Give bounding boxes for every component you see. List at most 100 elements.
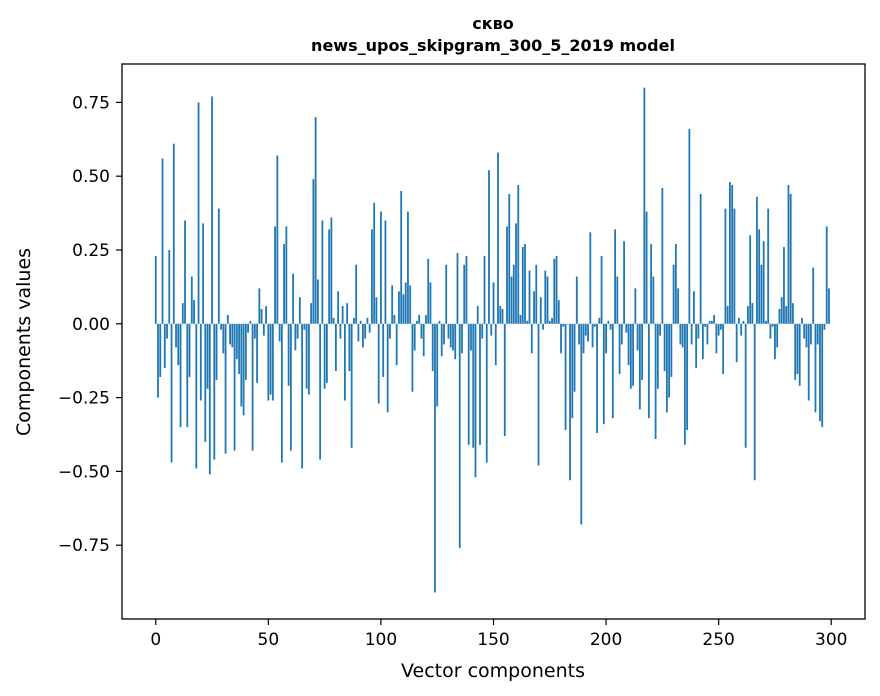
bar xyxy=(733,208,736,324)
bar xyxy=(539,297,542,324)
bar xyxy=(461,323,463,354)
bar xyxy=(377,323,380,404)
bar xyxy=(425,314,427,324)
y-tick-label: −0.75 xyxy=(58,536,110,556)
bar xyxy=(650,244,653,324)
bar xyxy=(812,267,815,324)
bar xyxy=(643,87,646,324)
bar xyxy=(744,323,747,448)
bar xyxy=(560,323,562,354)
bar xyxy=(373,202,376,324)
bar xyxy=(395,323,398,366)
bar xyxy=(735,323,738,363)
bar xyxy=(654,323,657,439)
bar xyxy=(524,244,526,324)
bar xyxy=(726,306,729,324)
bar xyxy=(722,323,725,374)
bar xyxy=(314,117,317,324)
bar xyxy=(602,323,605,425)
bar xyxy=(794,323,797,380)
bar xyxy=(280,323,283,463)
bar xyxy=(611,323,614,419)
bar xyxy=(564,323,567,431)
bar xyxy=(738,317,740,324)
bar xyxy=(222,323,225,354)
bar xyxy=(805,323,808,348)
bars-group xyxy=(154,87,830,593)
bar xyxy=(530,323,533,354)
bar xyxy=(190,276,193,324)
bar xyxy=(494,323,497,366)
bar xyxy=(159,323,162,377)
bar xyxy=(172,143,175,324)
bar xyxy=(542,323,544,330)
x-tick-label: 50 xyxy=(258,630,280,650)
bar xyxy=(767,208,770,324)
bar xyxy=(195,323,198,469)
x-tick-label: 100 xyxy=(365,630,397,650)
bar xyxy=(488,170,490,324)
bar xyxy=(796,323,799,374)
bar xyxy=(294,323,297,351)
bar xyxy=(634,288,637,324)
bar xyxy=(303,323,306,330)
bar xyxy=(607,320,610,324)
bar xyxy=(260,309,263,324)
bar xyxy=(659,323,662,336)
bar xyxy=(575,276,578,324)
bar xyxy=(690,323,693,345)
bar xyxy=(627,323,630,366)
bar xyxy=(697,323,700,339)
bar xyxy=(479,323,481,445)
x-tick-label: 300 xyxy=(815,630,847,650)
y-tick-label: 0.50 xyxy=(72,167,110,187)
bar xyxy=(364,323,367,339)
bar xyxy=(289,323,292,451)
bar xyxy=(605,323,607,354)
bar xyxy=(485,323,488,463)
bar xyxy=(566,323,569,325)
bar xyxy=(285,226,288,324)
bar xyxy=(512,264,515,324)
bar xyxy=(641,323,643,380)
bar xyxy=(292,273,295,324)
bar xyxy=(510,276,513,324)
bar xyxy=(235,323,238,360)
bar xyxy=(339,323,342,339)
bar xyxy=(740,323,743,336)
bar xyxy=(695,323,698,369)
bar xyxy=(231,323,234,348)
bar xyxy=(276,155,279,324)
y-tick-label: 0.25 xyxy=(72,241,110,261)
bar xyxy=(251,323,254,451)
bar xyxy=(756,196,758,324)
bar xyxy=(656,323,659,389)
bar xyxy=(497,152,499,324)
bar xyxy=(215,323,218,380)
bar xyxy=(380,211,382,324)
bar xyxy=(544,270,547,324)
bar xyxy=(305,323,308,389)
bar xyxy=(456,252,459,324)
bar xyxy=(154,255,157,324)
bar xyxy=(440,323,443,357)
bar xyxy=(519,314,522,324)
bar xyxy=(334,323,337,372)
bar xyxy=(470,323,472,351)
bar xyxy=(747,306,749,324)
bar xyxy=(598,317,601,324)
bar xyxy=(332,317,335,324)
bar xyxy=(418,314,421,324)
bar xyxy=(582,323,585,354)
bar xyxy=(701,323,704,360)
x-axis: 0 50 100 150 200 250 300 xyxy=(150,619,847,650)
bar xyxy=(573,323,576,392)
bar xyxy=(265,306,267,324)
bar xyxy=(632,323,634,386)
bar xyxy=(711,320,713,324)
bar xyxy=(591,323,594,348)
bar xyxy=(753,323,756,481)
bar xyxy=(217,208,220,324)
bar xyxy=(636,323,639,351)
